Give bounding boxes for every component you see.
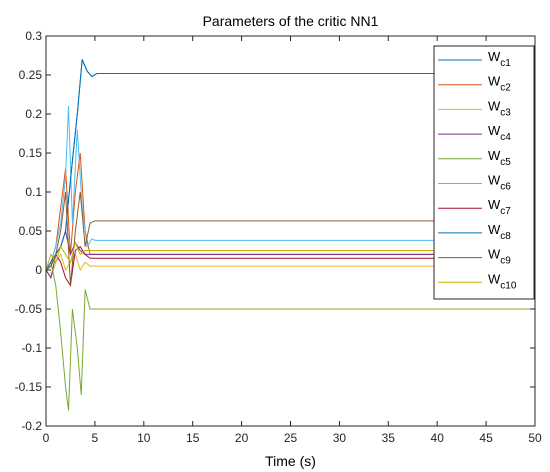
legend-entry-c4: Wc4 [488, 123, 511, 143]
legend-entry-c5: Wc5 [488, 148, 511, 168]
chart-title: Parameters of the critic NN1 [203, 13, 379, 29]
series-line-c9 [46, 191, 535, 286]
legend-entry-c9: Wc9 [488, 247, 511, 267]
y-tick-label: 0.05 [19, 224, 43, 238]
x-tick-label: 35 [382, 431, 396, 445]
legend-entry-c3: Wc3 [488, 98, 511, 118]
x-tick-label: 15 [186, 431, 200, 445]
x-tick-label: 0 [43, 431, 50, 445]
x-tick-label: 40 [431, 431, 445, 445]
series-line-c5 [46, 260, 535, 411]
legend-entry-c8: Wc8 [488, 222, 511, 242]
y-tick-label: -0.15 [15, 380, 43, 394]
legend-entry-c10: Wc10 [488, 271, 517, 291]
y-tick-label: 0 [35, 263, 42, 277]
x-tick-label: 25 [284, 431, 298, 445]
x-tick-label: 45 [479, 431, 493, 445]
x-tick-label: 10 [137, 431, 151, 445]
x-axis-label: Time (s) [265, 453, 316, 469]
legend-entry-c1: Wc1 [488, 49, 511, 69]
y-tick-label: -0.2 [21, 419, 42, 433]
y-tick-label: 0.15 [19, 146, 43, 160]
x-tick-label: 30 [333, 431, 347, 445]
series-line-c8 [46, 59, 535, 271]
y-tick-label: -0.1 [21, 341, 42, 355]
legend-box [433, 45, 535, 300]
legend-entry-c6: Wc6 [488, 173, 511, 193]
y-tick-label: 0.3 [25, 29, 42, 43]
x-tick-label: 50 [528, 431, 542, 445]
series-group [46, 59, 535, 411]
y-tick-label: -0.05 [15, 302, 43, 316]
y-tick-label: 0.2 [25, 107, 42, 121]
y-tick-label: 0.1 [25, 185, 42, 199]
y-tick-label: 0.25 [19, 68, 43, 82]
x-tick-label: 20 [235, 431, 249, 445]
x-tick-label: 5 [92, 431, 99, 445]
legend: Wc1 Wc2 Wc3 Wc4 Wc5 Wc6 Wc7 Wc8 Wc9 Wc10 [433, 45, 535, 300]
series-line-c10 [46, 241, 535, 271]
legend-entry-c2: Wc2 [488, 74, 511, 94]
plot-area: 0 5 10 15 20 25 30 35 40 45 50 -0.2 -0.15 -0.1 -0.05 0 0… [15, 29, 542, 445]
legend-entry-c7: Wc7 [488, 197, 511, 217]
series-line-c4 [46, 229, 535, 280]
series-line-c6 [46, 106, 535, 271]
